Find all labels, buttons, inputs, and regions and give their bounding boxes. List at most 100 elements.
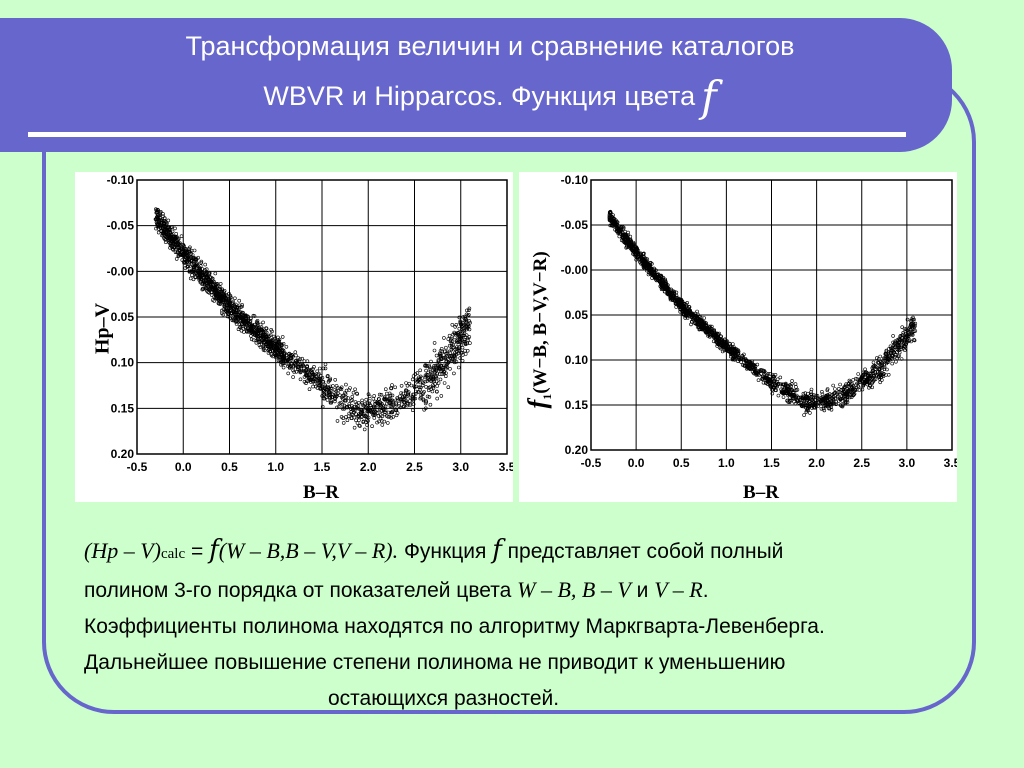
data-point xyxy=(311,384,315,389)
data-point xyxy=(373,402,377,406)
data-point xyxy=(274,353,278,358)
data-point xyxy=(279,343,284,348)
data-point xyxy=(224,296,229,300)
data-point xyxy=(161,232,165,236)
data-point xyxy=(867,385,871,390)
data-point xyxy=(731,342,735,346)
data-point xyxy=(380,409,384,413)
data-point xyxy=(905,338,909,342)
data-point xyxy=(699,318,703,323)
data-point xyxy=(625,245,630,249)
data-point xyxy=(202,269,207,273)
data-point xyxy=(870,385,875,390)
data-point xyxy=(259,338,264,342)
data-point xyxy=(346,396,350,400)
data-point xyxy=(156,208,160,213)
data-point xyxy=(642,259,647,263)
x-tick-label: 3.5 xyxy=(944,456,957,470)
data-point xyxy=(393,407,398,412)
data-point xyxy=(393,385,398,390)
description-text-3: полином 3-го порядка от показателей цвет… xyxy=(84,579,518,602)
data-point xyxy=(201,279,206,284)
data-point xyxy=(621,225,626,230)
data-point xyxy=(211,282,215,286)
data-point xyxy=(214,292,219,296)
data-point xyxy=(893,341,898,345)
x-tick-label: 3.0 xyxy=(452,460,469,474)
data-point xyxy=(307,387,312,391)
data-point xyxy=(861,373,865,377)
data-point xyxy=(390,393,395,398)
data-point xyxy=(226,298,231,303)
data-point xyxy=(657,278,661,283)
data-point xyxy=(745,361,749,366)
data-point xyxy=(319,387,323,391)
data-point xyxy=(733,353,738,358)
data-point xyxy=(630,246,634,250)
data-point xyxy=(787,392,792,397)
data-point xyxy=(452,371,456,376)
data-point xyxy=(183,266,188,270)
data-point xyxy=(252,314,257,318)
data-point xyxy=(849,395,854,399)
data-point xyxy=(908,328,913,332)
data-point xyxy=(208,275,212,280)
data-point xyxy=(860,387,865,392)
data-point xyxy=(913,321,918,326)
data-point xyxy=(869,372,874,376)
data-point xyxy=(877,367,882,371)
data-point xyxy=(849,382,853,387)
data-point xyxy=(269,339,274,343)
data-point xyxy=(820,390,824,394)
data-point xyxy=(170,244,175,248)
data-point xyxy=(766,382,770,386)
data-point xyxy=(801,391,806,396)
data-point xyxy=(237,298,241,303)
data-point xyxy=(325,387,329,391)
data-point xyxy=(344,405,349,409)
data-point xyxy=(815,396,819,400)
data-point xyxy=(722,341,727,346)
x-tick-label: -0.5 xyxy=(581,456,602,470)
data-point xyxy=(852,385,856,390)
x-tick-label: 2.0 xyxy=(808,456,825,470)
data-point xyxy=(610,223,614,227)
data-point xyxy=(241,326,246,331)
data-point xyxy=(360,402,365,407)
data-point xyxy=(459,343,464,347)
data-point xyxy=(385,394,390,399)
x-tick-label: 2.5 xyxy=(406,460,423,474)
slide-title-f-symbol: f xyxy=(701,72,717,121)
data-point xyxy=(156,227,161,231)
data-point xyxy=(447,358,451,362)
data-point xyxy=(720,344,725,348)
data-point xyxy=(299,362,303,366)
chart-left: -0.5 0.0 0.5 1.0 1.5 2.0 2.5 3.0 3.5 -0.10 -0.05 -0… xyxy=(107,173,513,474)
description-line-3: Коэффициенты полинома находятся по алгор… xyxy=(84,615,825,638)
data-point xyxy=(836,390,841,395)
data-point xyxy=(322,396,326,401)
data-point xyxy=(442,381,447,385)
data-point xyxy=(912,338,917,343)
data-point xyxy=(168,237,173,242)
data-point xyxy=(169,241,173,245)
data-point xyxy=(780,385,785,389)
data-point xyxy=(468,341,472,345)
data-point xyxy=(418,380,423,385)
header-rule xyxy=(28,132,906,137)
data-point xyxy=(877,371,882,375)
data-point xyxy=(195,262,199,267)
data-point xyxy=(186,264,190,269)
data-point xyxy=(174,257,179,261)
data-point xyxy=(617,234,622,239)
data-point xyxy=(865,379,870,383)
data-point xyxy=(401,391,405,396)
data-point xyxy=(455,331,460,335)
data-point xyxy=(200,273,204,277)
data-point xyxy=(892,341,897,346)
data-point xyxy=(770,391,775,396)
data-point xyxy=(789,387,793,392)
data-point xyxy=(180,258,185,262)
data-point xyxy=(347,402,352,406)
data-point xyxy=(843,397,848,401)
